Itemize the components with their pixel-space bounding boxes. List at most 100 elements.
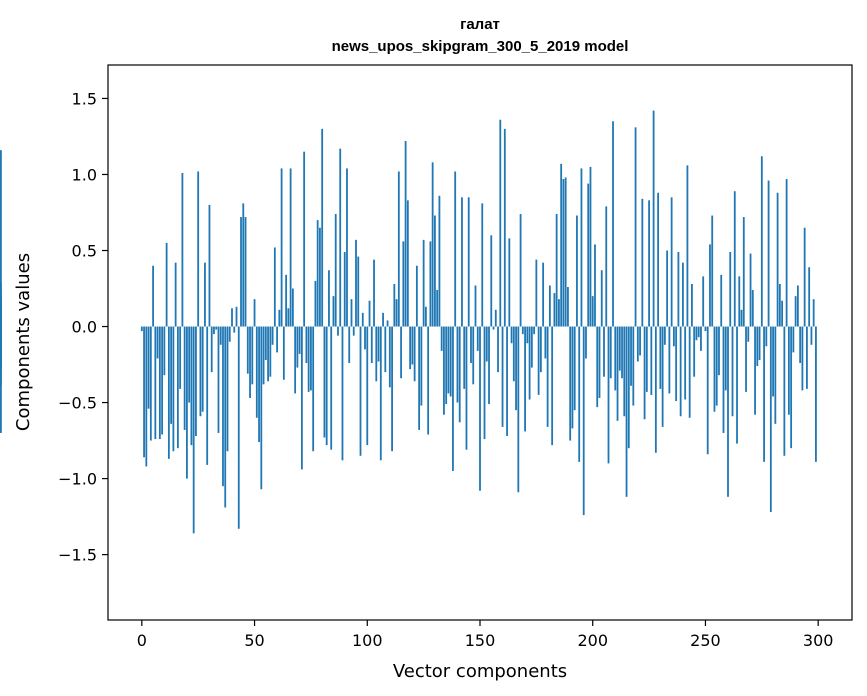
bar-282	[776, 192, 779, 327]
bar-100	[366, 326, 369, 446]
bar-229	[657, 192, 660, 327]
bar-series	[0, 110, 817, 534]
bar-96	[357, 256, 360, 327]
bar-140	[456, 326, 459, 403]
bar-297	[810, 326, 813, 345]
bar-40	[231, 308, 233, 327]
bar-41	[233, 326, 236, 333]
bar-128	[429, 241, 432, 327]
y-tick-label: −0.5	[58, 394, 97, 413]
bar-13	[170, 326, 173, 424]
bar-37	[224, 326, 227, 508]
bar-206	[605, 206, 608, 327]
bar-201	[594, 244, 596, 327]
bar-216	[627, 326, 630, 449]
bar-76	[312, 326, 315, 452]
bar-87	[337, 326, 339, 336]
bar-138	[452, 326, 454, 471]
x-axis-label: Vector components	[393, 661, 567, 682]
bar-199	[589, 166, 592, 327]
bar-88	[339, 148, 342, 327]
bar-164	[510, 326, 513, 344]
y-axis-label: Components values	[13, 253, 34, 431]
bar-250	[704, 326, 707, 332]
bar-226	[650, 326, 653, 395]
y-axis-ticks: −1.5 −1.0 −0.5 0.0 0.5 1.0 1.5	[58, 89, 108, 565]
bar-144	[465, 326, 468, 450]
bar-237	[675, 326, 678, 402]
bar-114	[397, 171, 400, 327]
bar-84	[330, 326, 333, 450]
bar-291	[796, 285, 799, 327]
bar-10	[163, 326, 166, 376]
y-tick-label: 1.0	[72, 165, 97, 184]
bar-77	[314, 280, 317, 327]
bar-211	[616, 326, 619, 421]
bar-16	[176, 326, 179, 449]
bar-117	[404, 141, 407, 327]
bar-89	[341, 326, 344, 461]
bar-121	[413, 326, 416, 382]
bar-289	[792, 326, 795, 353]
bar-217	[630, 326, 632, 386]
bar-120	[411, 326, 414, 365]
bar-105	[377, 326, 380, 362]
bar-81	[323, 326, 326, 438]
bar-264	[736, 326, 738, 444]
bar-221	[639, 326, 641, 356]
bar-233	[666, 250, 669, 327]
bar-135	[445, 326, 448, 405]
bar-266	[740, 309, 743, 327]
bar-224	[645, 326, 648, 392]
bar-73	[305, 326, 308, 364]
bar-219	[634, 127, 637, 327]
y-tick-label: 0.5	[72, 242, 97, 261]
bar-166	[515, 326, 517, 411]
bar-109	[386, 320, 389, 327]
bar-187	[562, 179, 565, 327]
bar-197	[585, 326, 587, 359]
bar-194	[578, 326, 581, 462]
bar-83	[328, 270, 330, 327]
bar-299	[815, 326, 817, 462]
bar-71	[300, 326, 303, 470]
bar-8	[158, 326, 161, 440]
bar-126	[424, 306, 427, 327]
bar-273	[756, 326, 759, 367]
bar-9	[161, 326, 164, 435]
bar-245	[693, 326, 696, 377]
bar-290	[794, 296, 797, 327]
bar-222	[641, 198, 644, 327]
bar-153	[485, 326, 488, 362]
bar-234	[668, 326, 671, 394]
bar-36	[222, 326, 224, 487]
bar-35	[219, 326, 222, 345]
bar-142	[461, 197, 463, 327]
bar-209	[612, 121, 614, 327]
bar-208	[609, 326, 612, 379]
bar-93	[350, 299, 353, 327]
bar-213	[621, 326, 623, 379]
bar-163	[508, 238, 511, 327]
bar-184	[555, 214, 558, 327]
bar-249	[702, 276, 705, 327]
bar-155	[490, 235, 493, 327]
bar-69	[296, 326, 299, 368]
bar-185	[558, 299, 560, 327]
bar-60	[276, 326, 278, 353]
x-tick-label: 100	[352, 631, 383, 650]
bar-154	[488, 326, 490, 405]
bar-112	[393, 283, 396, 327]
bar-193	[576, 215, 578, 327]
bar-11	[165, 242, 168, 327]
x-tick-label: 0	[137, 631, 147, 650]
bar-241	[684, 326, 687, 400]
bar-132	[438, 195, 441, 327]
bar-204	[600, 270, 603, 327]
bar-286	[785, 179, 788, 327]
bar-25	[197, 171, 200, 327]
bar-190	[569, 326, 572, 441]
bar-267	[742, 217, 745, 327]
bar-20	[186, 326, 188, 479]
